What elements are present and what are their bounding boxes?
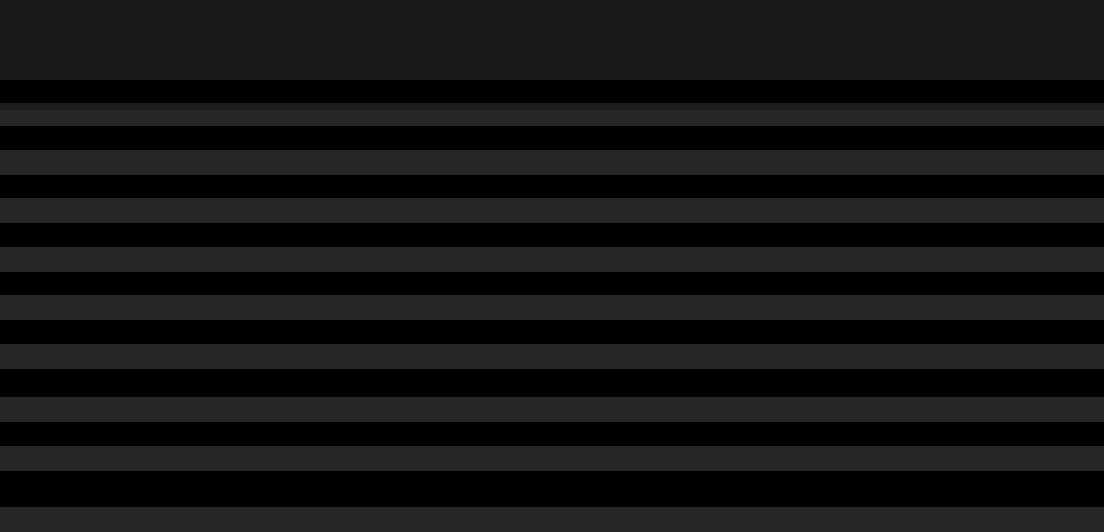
list-row xyxy=(0,446,1104,471)
list-row xyxy=(0,198,1104,223)
list-row xyxy=(0,507,1104,532)
list-divider xyxy=(0,103,1104,110)
list-row xyxy=(0,247,1104,272)
list-row xyxy=(0,344,1104,369)
list-row xyxy=(0,295,1104,320)
list-row xyxy=(0,397,1104,422)
list-row xyxy=(0,110,1104,126)
header-bar xyxy=(0,0,1104,80)
list-row xyxy=(0,150,1104,175)
